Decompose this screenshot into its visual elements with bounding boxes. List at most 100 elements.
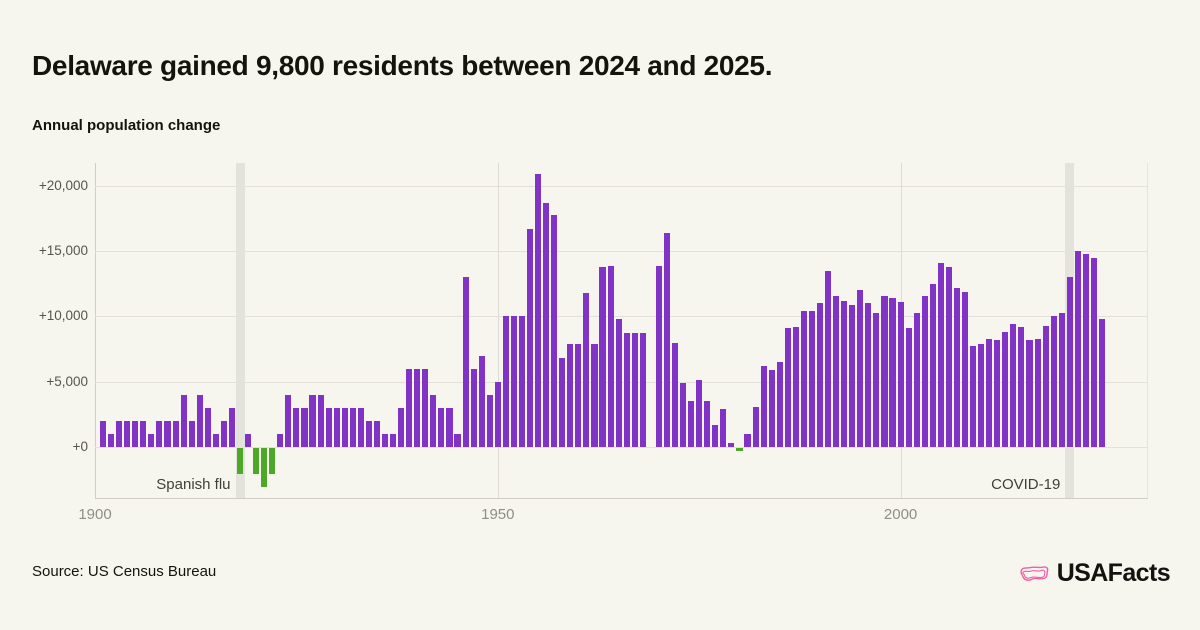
bar-1978[interactable] <box>720 409 727 447</box>
bar-1906[interactable] <box>140 420 147 447</box>
bar-1913[interactable] <box>196 394 203 447</box>
bar-1903[interactable] <box>116 420 123 447</box>
bar-1914[interactable] <box>204 407 211 447</box>
bar-1921[interactable] <box>261 448 268 488</box>
bar-1930[interactable] <box>333 407 340 447</box>
bar-1998[interactable] <box>881 295 888 447</box>
bar-2021[interactable] <box>1066 277 1073 447</box>
bar-1996[interactable] <box>865 303 872 447</box>
bar-1902[interactable] <box>108 433 115 447</box>
bar-1968[interactable] <box>639 333 646 447</box>
bar-1929[interactable] <box>325 407 332 447</box>
bar-1944[interactable] <box>446 407 453 447</box>
bar-1919[interactable] <box>245 433 252 447</box>
bar-1960[interactable] <box>575 343 582 447</box>
bar-2014[interactable] <box>1010 324 1017 447</box>
bar-1958[interactable] <box>559 358 566 447</box>
bar-1940[interactable] <box>414 368 421 447</box>
bar-1950[interactable] <box>494 381 501 447</box>
bar-1935[interactable] <box>373 420 381 447</box>
bar-2020[interactable] <box>1058 312 1065 447</box>
bar-1961[interactable] <box>583 292 590 447</box>
bar-1979[interactable] <box>728 443 735 447</box>
bar-1908[interactable] <box>156 420 163 447</box>
bar-1977[interactable] <box>712 424 719 447</box>
bar-1976[interactable] <box>704 401 711 447</box>
bar-1971[interactable] <box>663 232 671 447</box>
bar-2024[interactable] <box>1090 257 1097 447</box>
bar-1993[interactable] <box>841 300 848 447</box>
bar-1980[interactable] <box>736 448 743 451</box>
bar-1957[interactable] <box>551 214 558 447</box>
bar-1937[interactable] <box>390 433 397 447</box>
bar-1952[interactable] <box>510 316 517 447</box>
bar-1972[interactable] <box>671 342 679 447</box>
bar-2008[interactable] <box>961 291 969 447</box>
bar-2018[interactable] <box>1042 325 1049 447</box>
bar-1967[interactable] <box>631 333 638 447</box>
bar-2017[interactable] <box>1034 338 1041 447</box>
bar-1988[interactable] <box>800 311 807 447</box>
bar-1909[interactable] <box>164 420 171 447</box>
bar-1985[interactable] <box>776 362 783 447</box>
bar-2007[interactable] <box>953 287 961 447</box>
bar-1948[interactable] <box>478 355 485 447</box>
bar-2015[interactable] <box>1018 326 1025 447</box>
bar-1918[interactable] <box>236 448 244 475</box>
bar-1904[interactable] <box>124 420 131 447</box>
bar-1916[interactable] <box>220 420 227 447</box>
bar-1946[interactable] <box>462 277 469 447</box>
bar-1924[interactable] <box>285 394 292 447</box>
bar-2012[interactable] <box>994 339 1001 447</box>
bar-2004[interactable] <box>929 283 936 447</box>
bar-1992[interactable] <box>833 295 840 447</box>
bar-1949[interactable] <box>486 394 493 447</box>
bar-1963[interactable] <box>599 266 606 447</box>
bar-2000[interactable] <box>897 302 904 447</box>
bar-2010[interactable] <box>978 343 985 447</box>
bar-1936[interactable] <box>381 433 389 447</box>
bar-1983[interactable] <box>760 366 767 447</box>
bar-1964[interactable] <box>607 265 614 447</box>
bar-1928[interactable] <box>317 394 324 447</box>
bar-1975[interactable] <box>696 380 703 447</box>
bar-1945[interactable] <box>454 433 461 447</box>
bar-1942[interactable] <box>430 394 437 447</box>
bar-1997[interactable] <box>873 312 880 447</box>
bar-2023[interactable] <box>1082 253 1089 447</box>
bar-2002[interactable] <box>913 312 920 447</box>
bar-2019[interactable] <box>1050 316 1057 447</box>
bar-1922[interactable] <box>269 448 276 475</box>
bar-1925[interactable] <box>293 407 300 447</box>
bar-1932[interactable] <box>349 407 356 447</box>
bar-1947[interactable] <box>470 368 477 447</box>
bar-1910[interactable] <box>172 420 179 447</box>
bar-2001[interactable] <box>905 328 912 447</box>
bar-1990[interactable] <box>816 303 824 447</box>
bar-1923[interactable] <box>277 433 284 447</box>
bar-1962[interactable] <box>591 343 598 447</box>
bar-1994[interactable] <box>849 304 856 447</box>
bar-1982[interactable] <box>752 406 759 447</box>
bar-2022[interactable] <box>1074 251 1081 447</box>
bar-1926[interactable] <box>301 407 308 447</box>
bar-2016[interactable] <box>1026 339 1033 447</box>
bar-1941[interactable] <box>422 368 429 447</box>
bar-1953[interactable] <box>518 316 526 447</box>
bar-1939[interactable] <box>406 368 413 447</box>
bar-1984[interactable] <box>768 369 775 447</box>
bar-2011[interactable] <box>986 338 993 447</box>
bar-2025[interactable] <box>1098 319 1106 447</box>
bar-1956[interactable] <box>543 202 550 447</box>
bar-1959[interactable] <box>567 343 574 447</box>
bar-1991[interactable] <box>825 270 832 447</box>
bar-1974[interactable] <box>688 401 695 447</box>
bar-1986[interactable] <box>784 328 791 447</box>
bar-1970[interactable] <box>655 265 662 447</box>
bar-2009[interactable] <box>970 346 977 447</box>
bar-1943[interactable] <box>438 407 445 447</box>
bar-1905[interactable] <box>132 420 139 447</box>
bar-1987[interactable] <box>792 326 799 447</box>
bar-1912[interactable] <box>188 420 195 447</box>
bar-2005[interactable] <box>937 262 944 447</box>
